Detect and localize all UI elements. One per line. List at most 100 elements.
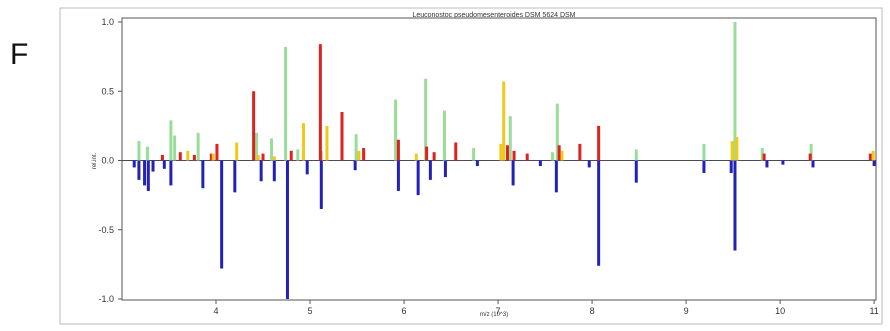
x-tick-label: 5 bbox=[308, 306, 313, 316]
bar-red bbox=[432, 152, 436, 161]
bar-blue bbox=[597, 160, 601, 266]
bar-blue bbox=[201, 160, 205, 189]
bar-blue bbox=[146, 160, 150, 191]
bar-blue bbox=[272, 160, 276, 182]
bar-green bbox=[354, 134, 358, 161]
bar-red bbox=[261, 153, 265, 161]
y-tick-label: 0.5 bbox=[101, 86, 114, 96]
bar-blue bbox=[729, 160, 733, 173]
bar-blue bbox=[143, 160, 147, 186]
bar-blue bbox=[319, 160, 323, 209]
bar-green bbox=[702, 143, 706, 161]
bar-yellow bbox=[325, 125, 329, 161]
plot-area bbox=[121, 17, 877, 301]
bar-blue bbox=[872, 160, 876, 167]
y-tick-label: -1.0 bbox=[98, 294, 114, 304]
bar-blue bbox=[416, 160, 420, 196]
y-axis: 1.0 0.5 0.0 -0.5 -1.0 bbox=[98, 17, 122, 304]
bar-red bbox=[425, 146, 429, 161]
x-tick-label: 7 bbox=[496, 306, 501, 316]
bar-yellow bbox=[186, 150, 190, 161]
bar-green bbox=[196, 132, 200, 161]
x-tick-label: 10 bbox=[775, 306, 785, 316]
bar-blue bbox=[151, 160, 155, 172]
y-tick-label: -0.5 bbox=[98, 225, 114, 235]
chart-title: Leuconostoc pseudomesenteroides DSM 5624… bbox=[412, 12, 575, 19]
bar-red bbox=[578, 143, 582, 161]
bar-blue bbox=[511, 160, 515, 186]
y-axis-label: rel.int. bbox=[92, 153, 98, 170]
bar-red bbox=[762, 153, 766, 161]
bar-blue bbox=[554, 160, 558, 193]
bar-blue bbox=[765, 160, 769, 168]
x-tick-label: 6 bbox=[402, 306, 407, 316]
bar-red bbox=[215, 143, 219, 161]
bar-green bbox=[733, 22, 737, 161]
bar-blue bbox=[781, 160, 785, 165]
bar-yellow bbox=[211, 153, 215, 161]
bar-blue bbox=[396, 160, 400, 191]
bar-red bbox=[252, 91, 256, 161]
bar-blue bbox=[233, 160, 237, 193]
bar-yellow bbox=[560, 150, 564, 161]
bar-blue bbox=[137, 160, 141, 180]
bar-blue bbox=[169, 160, 173, 186]
bar-yellow bbox=[235, 142, 239, 161]
bar-red bbox=[525, 153, 529, 161]
bar-red bbox=[454, 142, 458, 161]
bar-blue bbox=[353, 160, 357, 171]
bar-blue bbox=[702, 160, 706, 173]
bar-green bbox=[442, 110, 446, 161]
bar-red bbox=[178, 152, 182, 161]
panel-label: F bbox=[10, 38, 29, 71]
bar-blue bbox=[634, 160, 638, 183]
bar-blue bbox=[162, 160, 166, 169]
bar-red bbox=[512, 150, 516, 161]
bar-blue bbox=[443, 160, 447, 178]
bar-red bbox=[868, 153, 872, 161]
bar-blue bbox=[259, 160, 263, 182]
bar-green bbox=[296, 149, 300, 161]
bar-blue bbox=[285, 160, 289, 299]
x-tick-label: 8 bbox=[590, 306, 595, 316]
bar-blue bbox=[811, 160, 815, 168]
bar-blue bbox=[475, 160, 479, 167]
bar-blue bbox=[220, 160, 224, 269]
bar-green bbox=[254, 132, 258, 161]
bar-green bbox=[269, 138, 273, 161]
bar-yellow bbox=[730, 141, 734, 161]
x-tick-label: 11 bbox=[869, 306, 878, 316]
bar-green bbox=[508, 116, 512, 161]
x-axis-label: m/z (10^3) bbox=[480, 312, 508, 318]
bar-red bbox=[557, 145, 561, 161]
bar-green bbox=[169, 120, 173, 161]
bar-green bbox=[137, 141, 141, 161]
bar-yellow bbox=[871, 150, 875, 161]
bar-green bbox=[472, 148, 476, 161]
bar-blue bbox=[305, 160, 309, 175]
bar-green bbox=[809, 143, 813, 161]
bar-red bbox=[808, 153, 812, 161]
bar-blue bbox=[428, 160, 432, 180]
x-axis: 4 5 6 7 8 9 10 11 bbox=[214, 300, 879, 316]
bar-red bbox=[318, 44, 322, 161]
bar-red bbox=[209, 153, 213, 161]
bar-yellow bbox=[256, 154, 260, 161]
bar-green bbox=[634, 149, 638, 161]
bar-green bbox=[394, 99, 398, 161]
x-tick-label: 4 bbox=[214, 306, 219, 316]
bar-blue bbox=[733, 160, 737, 251]
bar-yellow bbox=[301, 123, 305, 161]
bar-green bbox=[145, 146, 149, 161]
y-tick-label: 0.0 bbox=[101, 156, 114, 166]
bar-green bbox=[173, 135, 177, 161]
bar-red bbox=[192, 154, 196, 161]
bar-green bbox=[555, 103, 559, 161]
bar-red bbox=[597, 125, 601, 161]
y-tick-label: 1.0 bbox=[101, 17, 114, 27]
bar-yellow bbox=[735, 136, 739, 161]
bar-red bbox=[362, 148, 366, 161]
bar-red bbox=[396, 139, 400, 161]
bar-red bbox=[340, 112, 344, 161]
